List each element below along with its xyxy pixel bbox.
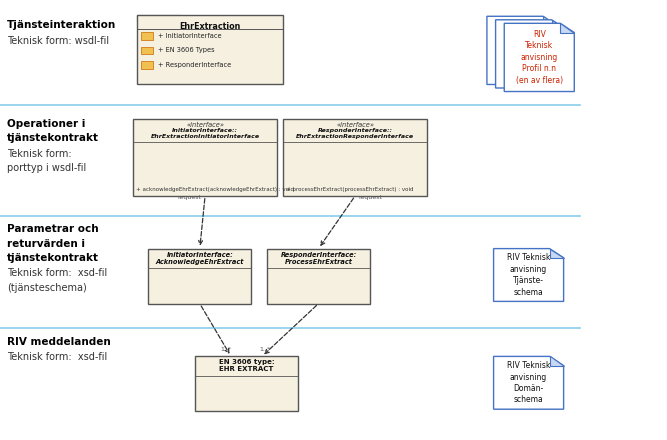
Text: request: request bbox=[178, 195, 201, 200]
FancyBboxPatch shape bbox=[141, 47, 153, 54]
Text: «interface»: «interface» bbox=[336, 122, 374, 128]
Text: porttyp i wsdl-fil: porttyp i wsdl-fil bbox=[7, 163, 86, 173]
Polygon shape bbox=[494, 249, 564, 301]
FancyBboxPatch shape bbox=[267, 249, 370, 304]
Text: RIV Teknisk
anvisning
Tjänste-
schema: RIV Teknisk anvisning Tjänste- schema bbox=[507, 253, 550, 297]
Polygon shape bbox=[494, 356, 564, 409]
Text: «interface»: «interface» bbox=[186, 122, 224, 128]
Text: request: request bbox=[359, 195, 382, 200]
Text: ResponderInterface::
EhrExtractionResponderInterface: ResponderInterface:: EhrExtractionRespon… bbox=[296, 128, 414, 139]
Text: tjänstekontrakt: tjänstekontrakt bbox=[7, 253, 99, 264]
Polygon shape bbox=[560, 23, 574, 33]
Text: (tjänsteschema): (tjänsteschema) bbox=[7, 283, 87, 293]
Text: 1..*: 1..* bbox=[259, 347, 270, 352]
FancyBboxPatch shape bbox=[195, 356, 298, 411]
Text: + ResponderInterface: + ResponderInterface bbox=[158, 62, 231, 68]
Polygon shape bbox=[550, 356, 564, 366]
Text: Teknisk form:  xsd-fil: Teknisk form: xsd-fil bbox=[7, 352, 107, 362]
Polygon shape bbox=[496, 20, 566, 88]
FancyBboxPatch shape bbox=[141, 61, 153, 69]
Text: RIV meddelanden: RIV meddelanden bbox=[7, 337, 111, 347]
Polygon shape bbox=[552, 20, 566, 29]
Text: Operationer i: Operationer i bbox=[7, 119, 85, 129]
Text: Teknisk form:  xsd-fil: Teknisk form: xsd-fil bbox=[7, 268, 107, 279]
Text: EN 3606 type:
EHR EXTRACT: EN 3606 type: EHR EXTRACT bbox=[219, 359, 274, 373]
Text: + EN 3606 Types: + EN 3606 Types bbox=[158, 47, 215, 53]
Polygon shape bbox=[543, 16, 557, 26]
Text: EhrExtraction: EhrExtraction bbox=[179, 22, 241, 31]
Text: + acknowledgeEhrExtract(acknowledgeEhrExtract) : void: + acknowledgeEhrExtract(acknowledgeEhrEx… bbox=[136, 187, 294, 192]
FancyBboxPatch shape bbox=[137, 15, 283, 84]
Polygon shape bbox=[487, 16, 557, 84]
Text: Teknisk form:: Teknisk form: bbox=[7, 149, 71, 159]
Text: RIV Teknisk
anvisning
Domän-
schema: RIV Teknisk anvisning Domän- schema bbox=[507, 361, 550, 404]
Text: + processEhrExtract(processEhrExtract) : void: + processEhrExtract(processEhrExtract) :… bbox=[286, 187, 414, 192]
Text: InitiatorInterface::
EhrExtractionInitiatorInterface: InitiatorInterface:: EhrExtractionInitia… bbox=[151, 128, 259, 139]
Text: tjänstekontrakt: tjänstekontrakt bbox=[7, 133, 99, 143]
Text: InitiatorInterface:
AcknowledgeEhrExtract: InitiatorInterface: AcknowledgeEhrExtrac… bbox=[155, 252, 244, 265]
Text: 1..*: 1..* bbox=[221, 347, 231, 352]
Text: Parametrar och: Parametrar och bbox=[7, 224, 98, 235]
FancyBboxPatch shape bbox=[148, 249, 251, 304]
Polygon shape bbox=[550, 249, 564, 258]
Polygon shape bbox=[504, 23, 574, 92]
Text: RIV
Teknisk
anvisning
Profil n.n
(en av flera): RIV Teknisk anvisning Profil n.n (en av … bbox=[516, 30, 563, 85]
Text: ResponderInterface:
ProcessEhrExtract: ResponderInterface: ProcessEhrExtract bbox=[280, 252, 357, 265]
Text: + InitiatorInterface: + InitiatorInterface bbox=[158, 33, 221, 39]
Text: Tjänsteinteraktion: Tjänsteinteraktion bbox=[7, 20, 116, 30]
Text: returvärden i: returvärden i bbox=[7, 239, 85, 249]
FancyBboxPatch shape bbox=[141, 32, 153, 40]
FancyBboxPatch shape bbox=[283, 119, 427, 196]
FancyBboxPatch shape bbox=[133, 119, 277, 196]
FancyBboxPatch shape bbox=[137, 15, 180, 21]
Text: Teknisk form: wsdl-fil: Teknisk form: wsdl-fil bbox=[7, 36, 109, 46]
